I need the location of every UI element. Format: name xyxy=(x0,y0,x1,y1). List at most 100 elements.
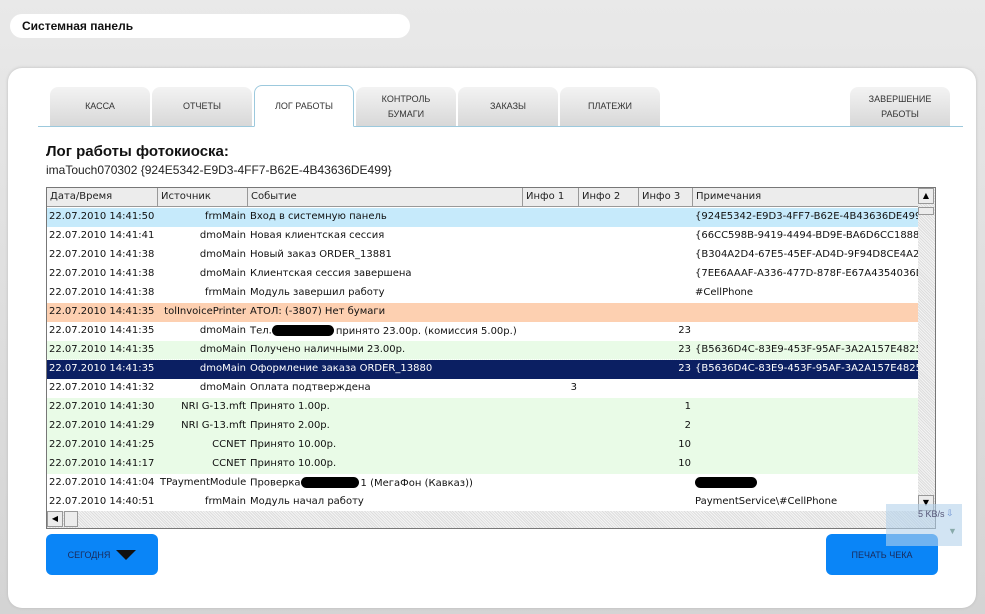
col-info2[interactable]: Инфо 2 xyxy=(579,188,639,207)
chevron-down-icon: ▼ xyxy=(948,526,957,536)
cell-info3 xyxy=(639,246,693,265)
tab-reports[interactable]: ОТЧЕТЫ xyxy=(152,87,252,126)
cell-info3 xyxy=(639,265,693,284)
horizontal-scrollbar[interactable]: ◀ xyxy=(47,511,935,528)
event-text: Новая клиентская сессия xyxy=(250,230,385,241)
cell-event: Новый заказ ORDER_13881 xyxy=(248,246,523,265)
table-header: Дата/Время Источник Событие Инфо 1 Инфо … xyxy=(47,188,919,207)
event-text: Принято 2.00р. xyxy=(250,420,330,431)
cell-date: 22.07.2010 14:41:38 xyxy=(49,249,155,260)
cell-date: 22.07.2010 14:41:29 xyxy=(49,420,155,431)
table-row[interactable]: 22.07.2010 14:41:35 dmoMain Тел. принято 23… xyxy=(47,322,919,341)
tab-work-log[interactable]: ЛОГ РАБОТЫ xyxy=(254,85,354,127)
table-row[interactable]: 22.07.2010 14:41:04 TPaymentModule Проверк… xyxy=(47,474,919,493)
cell-event: Принято 10.00р. xyxy=(248,436,523,455)
event-text: Принято 1.00р. xyxy=(250,401,330,412)
col-notes[interactable]: Примечания xyxy=(696,191,762,202)
cell-date: 22.07.2010 14:41:17 xyxy=(49,458,155,469)
window-title: Системная панель xyxy=(10,14,410,38)
cell-date: 22.07.2010 14:40:51 xyxy=(49,496,155,507)
event-text: Тел. xyxy=(250,325,272,337)
table-row[interactable]: 22.07.2010 14:41:32 dmoMain Оплата подтвер… xyxy=(47,379,919,398)
cell-info3: 23 xyxy=(678,325,691,336)
event-text: Проверка xyxy=(250,477,301,489)
table-row[interactable]: 22.07.2010 14:41:29 NRI G-13.mft Принято 2… xyxy=(47,417,919,436)
tab-bar: КАССА ОТЧЕТЫ ЛОГ РАБОТЫ КОНТРОЛЬ БУМАГИ … xyxy=(38,85,963,127)
table-row[interactable]: 22.07.2010 14:41:41 dmoMain Новая клиентск… xyxy=(47,227,919,246)
scroll-up-button[interactable]: ▲ xyxy=(918,188,934,204)
event-text: Принято 10.00р. xyxy=(250,458,337,469)
cell-notes xyxy=(693,398,919,417)
cell-info2 xyxy=(579,493,639,512)
cell-info2 xyxy=(579,208,639,227)
cell-info1 xyxy=(523,284,579,303)
vertical-scrollbar[interactable]: ▲ ▼ xyxy=(918,188,935,511)
col-info3[interactable]: Инфо 3 xyxy=(639,188,693,207)
tab-kassa[interactable]: КАССА xyxy=(50,87,150,126)
cell-info3 xyxy=(639,227,693,246)
cell-info2 xyxy=(579,474,639,493)
cell-event: Вход в системную панель xyxy=(248,208,523,227)
table-row[interactable]: 22.07.2010 14:41:38 frmMain Модуль заверши… xyxy=(47,284,919,303)
cell-notes: #CellPhone xyxy=(695,287,754,298)
cell-info2 xyxy=(579,265,639,284)
cell-notes xyxy=(693,436,919,455)
cell-info3: 23 xyxy=(678,344,691,355)
cell-info3 xyxy=(639,303,693,322)
cell-date: 22.07.2010 14:41:35 xyxy=(49,306,155,317)
cell-source: frmMain xyxy=(204,287,246,298)
network-speed-widget: 5 KB/s ⇩ ▼ xyxy=(886,504,962,546)
log-table: Дата/Время Источник Событие Инфо 1 Инфо … xyxy=(46,187,936,529)
cell-info2 xyxy=(579,379,639,398)
tab-paper-control[interactable]: КОНТРОЛЬ БУМАГИ xyxy=(356,87,456,126)
table-row[interactable]: 22.07.2010 14:41:35 dmoMain Получено налич… xyxy=(47,341,919,360)
hscroll-thumb[interactable] xyxy=(64,511,78,527)
cell-info2 xyxy=(579,455,639,474)
table-row[interactable]: 22.07.2010 14:41:38 dmoMain Новый заказ OR… xyxy=(47,246,919,265)
table-row[interactable]: 22.07.2010 14:41:17 CCNET Принято 10.00р. 1… xyxy=(47,455,919,474)
col-event[interactable]: Событие xyxy=(248,188,523,207)
cell-info1 xyxy=(523,265,579,284)
cell-info2 xyxy=(579,360,639,379)
cell-info1 xyxy=(523,493,579,512)
cell-notes xyxy=(693,379,919,398)
cell-source: CCNET xyxy=(212,439,246,450)
cell-date: 22.07.2010 14:41:41 xyxy=(49,230,155,241)
cell-info2 xyxy=(579,322,639,341)
cell-event: Модуль завершил работу xyxy=(248,284,523,303)
table-row[interactable]: 22.07.2010 14:41:50 frmMain Вход в системн… xyxy=(47,208,919,227)
cell-info1 xyxy=(523,208,579,227)
cell-notes xyxy=(693,474,919,493)
today-button[interactable]: СЕГОДНЯ xyxy=(46,534,158,575)
cell-date: 22.07.2010 14:41:38 xyxy=(49,268,155,279)
table-row[interactable]: 22.07.2010 14:41:25 CCNET Принято 10.00р. 1… xyxy=(47,436,919,455)
cell-event: Тел. принято 23.00р. (комиссия 5.00р.) xyxy=(248,322,523,341)
scroll-left-button[interactable]: ◀ xyxy=(47,511,63,527)
col-source[interactable]: Источник xyxy=(158,188,248,207)
scroll-thumb[interactable] xyxy=(918,207,934,215)
tab-orders[interactable]: ЗАКАЗЫ xyxy=(458,87,558,126)
download-icon: ⇩ xyxy=(946,508,954,518)
cell-event: Новая клиентская сессия xyxy=(248,227,523,246)
table-row[interactable]: 22.07.2010 14:40:51 frmMain Модуль начал р… xyxy=(47,493,919,512)
table-row[interactable]: 22.07.2010 14:41:35 tolInvoicePrinter АТОЛ… xyxy=(47,303,919,322)
col-datetime[interactable]: Дата/Время xyxy=(47,188,158,207)
event-text: Новый заказ ORDER_13881 xyxy=(250,249,392,260)
redacted-mark xyxy=(695,477,757,488)
table-row[interactable]: 22.07.2010 14:41:30 NRI G-13.mft Принято 1… xyxy=(47,398,919,417)
table-row[interactable]: 22.07.2010 14:41:35 dmoMain Оформление зак… xyxy=(47,359,920,380)
speed-text: 5 KB/s xyxy=(918,509,945,519)
table-row[interactable]: 22.07.2010 14:41:38 dmoMain Клиентская сес… xyxy=(47,265,919,284)
event-text: Модуль начал работу xyxy=(250,496,364,507)
tab-payments[interactable]: ПЛАТЕЖИ xyxy=(560,87,660,126)
cell-event: Оплата подтверждена xyxy=(248,379,523,398)
cell-source: dmoMain xyxy=(199,363,246,374)
cell-info2 xyxy=(579,284,639,303)
col-info1[interactable]: Инфо 1 xyxy=(523,188,579,207)
event-text-tail: 1 (МегаФон (Кавказ)) xyxy=(360,477,473,489)
cell-info1 xyxy=(523,360,579,379)
tab-finish-work[interactable]: ЗАВЕРШЕНИЕ РАБОТЫ xyxy=(850,87,950,126)
cell-info2 xyxy=(579,341,639,360)
cell-info3: 10 xyxy=(678,439,691,450)
cell-event: Проверка 1 (МегаФон (Кавказ)) xyxy=(248,474,523,493)
